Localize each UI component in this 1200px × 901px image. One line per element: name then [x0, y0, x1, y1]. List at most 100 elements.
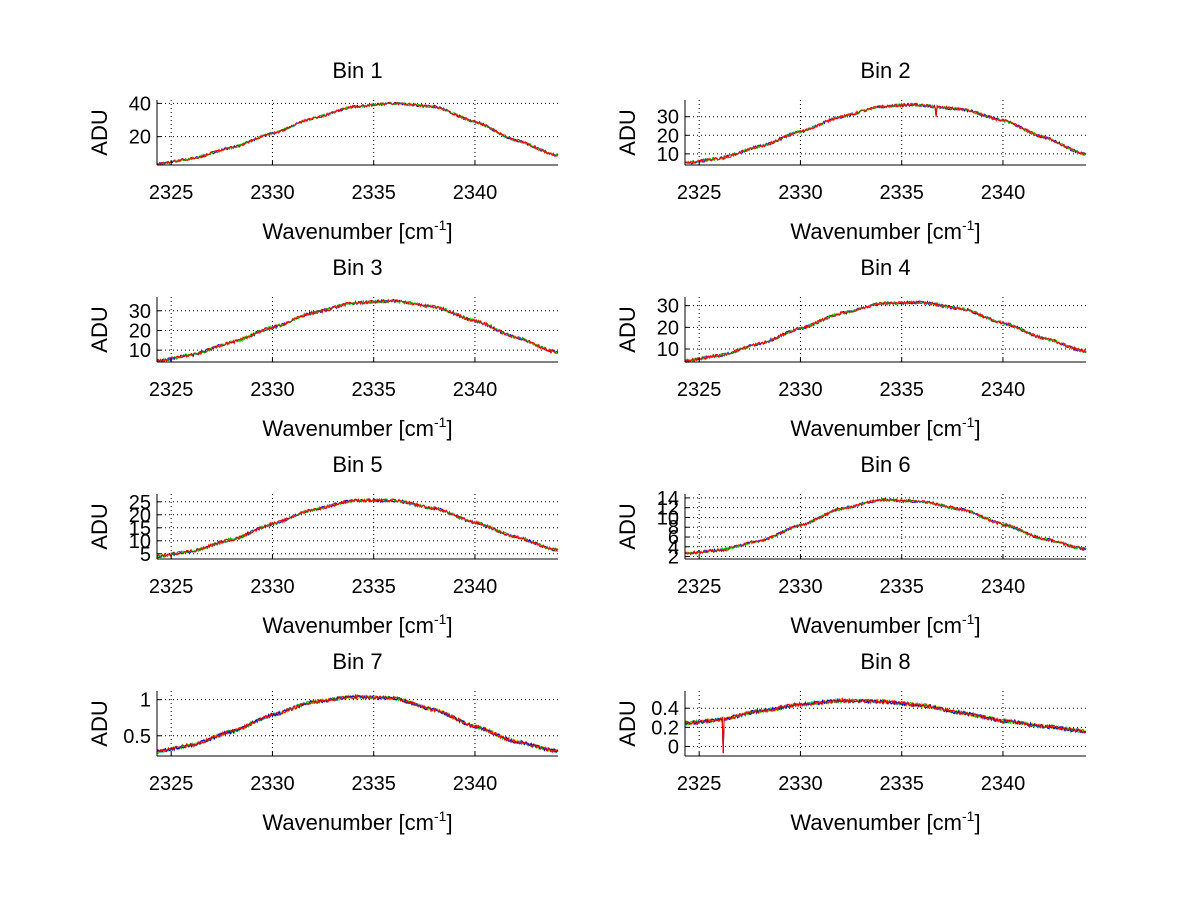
- x-tick-label: 2330: [250, 182, 295, 204]
- x-tick-label: 2340: [453, 379, 498, 401]
- y-axis-label: ADU: [87, 503, 112, 549]
- subplot-title: Bin 4: [860, 255, 910, 280]
- x-axis-label: Wavenumber [cm-1]: [790, 414, 980, 441]
- y-tick-label: 20: [657, 125, 679, 147]
- x-tick-label: 2340: [453, 576, 498, 598]
- y-tick-label: 10: [657, 507, 679, 529]
- subplot-title: Bin 5: [332, 452, 382, 477]
- x-tick-label: 2330: [778, 182, 823, 204]
- y-tick-label: 0.5: [123, 726, 151, 748]
- x-tick-label: 2330: [250, 773, 295, 795]
- x-axis-label: Wavenumber [cm-1]: [262, 414, 452, 441]
- y-tick-label: 2: [668, 547, 679, 569]
- y-tick-label: 20: [657, 317, 679, 339]
- y-tick-label: 15: [129, 518, 151, 540]
- x-tick-label: 2325: [677, 182, 722, 204]
- y-axis-label: ADU: [87, 109, 112, 155]
- x-tick-label: 2325: [149, 379, 194, 401]
- y-tick-label: 4: [668, 537, 679, 559]
- x-tick-label: 2325: [149, 576, 194, 598]
- x-axis-label: Wavenumber [cm-1]: [262, 217, 452, 244]
- subplot-1: Bin 1 2325 2330 2335 2340 20 40 Wavenumber [cm-…: [87, 58, 559, 244]
- x-tick-label: 2340: [981, 182, 1026, 204]
- y-tick-label: 14: [657, 488, 679, 510]
- x-tick-label: 2340: [981, 576, 1026, 598]
- y-tick-label: 25: [129, 492, 151, 514]
- series-line: [684, 697, 1087, 754]
- y-tick-label: 0.2: [651, 717, 679, 739]
- y-tick-label: 8: [668, 517, 679, 539]
- y-tick-label: 20: [129, 505, 151, 527]
- x-tick-label: 2335: [351, 773, 396, 795]
- y-tick-label: 10: [657, 339, 679, 361]
- x-tick-label: 2330: [778, 576, 823, 598]
- y-tick-label: 30: [657, 296, 679, 318]
- series-line: [156, 693, 559, 754]
- x-tick-label: 2335: [879, 379, 924, 401]
- y-tick-label: 20: [129, 320, 151, 342]
- x-tick-label: 2325: [149, 182, 194, 204]
- y-axis-label: ADU: [615, 700, 640, 746]
- subplot-title: Bin 8: [860, 649, 910, 674]
- series-line: [684, 696, 1087, 754]
- x-tick-label: 2330: [778, 379, 823, 401]
- subplot-title: Bin 7: [332, 649, 382, 674]
- y-axis-label: ADU: [87, 306, 112, 352]
- y-tick-label: 10: [657, 144, 679, 166]
- x-tick-label: 2340: [453, 182, 498, 204]
- series-line: [156, 101, 559, 166]
- x-tick-label: 2325: [677, 576, 722, 598]
- subplot-7: Bin 7 2325 2330 2335 2340 0.5 1 Wavenumber [cm-…: [87, 649, 559, 835]
- y-tick-label: 0.4: [651, 698, 679, 720]
- y-axis-label: ADU: [87, 700, 112, 746]
- x-tick-label: 2335: [351, 576, 396, 598]
- x-tick-label: 2325: [677, 773, 722, 795]
- x-tick-label: 2335: [879, 182, 924, 204]
- series-line: [156, 497, 559, 559]
- y-axis-label: ADU: [615, 306, 640, 352]
- y-tick-label: 40: [129, 93, 151, 115]
- x-tick-label: 2340: [453, 773, 498, 795]
- subplot-title: Bin 6: [860, 452, 910, 477]
- x-tick-label: 2330: [250, 576, 295, 598]
- subplot-title: Bin 1: [332, 58, 382, 83]
- x-tick-label: 2330: [250, 379, 295, 401]
- y-tick-label: 20: [129, 127, 151, 149]
- x-tick-label: 2340: [981, 773, 1026, 795]
- x-tick-label: 2325: [149, 773, 194, 795]
- x-axis-label: Wavenumber [cm-1]: [262, 611, 452, 638]
- y-tick-label: 1: [140, 690, 151, 712]
- subplot-8: Bin 8 2325 2330 2335 2340 00.20.4 Wavenumber […: [615, 649, 1087, 835]
- x-axis-label: Wavenumber [cm-1]: [790, 611, 980, 638]
- subplot-title: Bin 3: [332, 255, 382, 280]
- y-tick-label: 10: [129, 531, 151, 553]
- x-axis-label: Wavenumber [cm-1]: [262, 808, 452, 835]
- series-line: [684, 497, 1087, 556]
- y-tick-label: 30: [129, 301, 151, 323]
- x-tick-label: 2335: [351, 379, 396, 401]
- y-tick-label: 30: [657, 107, 679, 129]
- y-axis-label: ADU: [615, 109, 640, 155]
- series-line: [684, 102, 1087, 165]
- y-axis-label: ADU: [615, 503, 640, 549]
- series-line: [156, 298, 559, 363]
- x-tick-label: 2335: [879, 773, 924, 795]
- subplot-title: Bin 2: [860, 58, 910, 83]
- y-tick-label: 10: [129, 340, 151, 362]
- y-tick-label: 5: [140, 544, 151, 566]
- x-axis-label: Wavenumber [cm-1]: [790, 808, 980, 835]
- x-tick-label: 2330: [778, 773, 823, 795]
- y-tick-label: 12: [657, 498, 679, 520]
- x-tick-label: 2335: [879, 576, 924, 598]
- series-line: [684, 300, 1087, 364]
- x-tick-label: 2325: [677, 379, 722, 401]
- x-tick-label: 2335: [351, 182, 396, 204]
- x-axis-label: Wavenumber [cm-1]: [790, 217, 980, 244]
